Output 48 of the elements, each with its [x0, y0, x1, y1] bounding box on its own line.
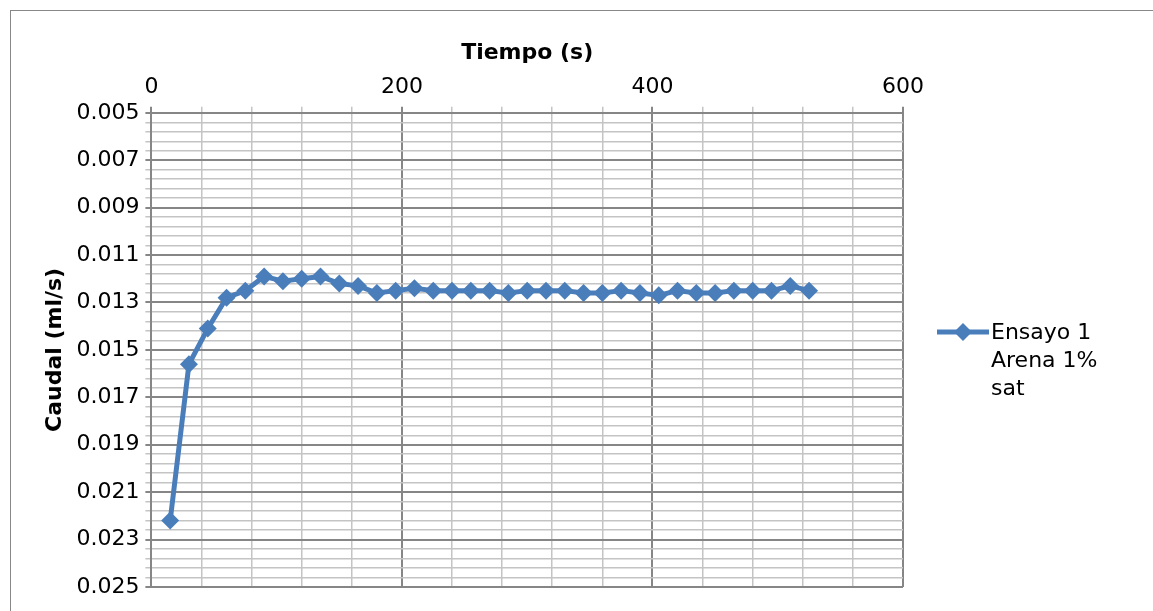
legend-label: Ensayo 1 Arena 1% sat — [991, 318, 1099, 402]
point — [630, 284, 649, 302]
point — [743, 281, 762, 300]
point — [349, 276, 368, 295]
point — [311, 267, 330, 286]
y-tick-label: 0.023 — [76, 525, 140, 551]
point — [724, 281, 743, 300]
y-tick-label: 0.005 — [76, 98, 140, 124]
point — [762, 281, 781, 300]
point — [367, 284, 386, 302]
x-tick-label: 0 — [144, 73, 159, 99]
point — [499, 284, 518, 302]
point — [255, 267, 274, 286]
point — [555, 281, 574, 300]
y-axis-title: Caudal (ml/s) — [40, 267, 66, 432]
y-tick-label: 0.013 — [76, 288, 140, 314]
point — [800, 281, 819, 300]
y-tick-label: 0.007 — [76, 145, 140, 171]
y-tick-label: 0.009 — [76, 193, 140, 219]
point — [198, 319, 217, 338]
y-tick-label: 0.019 — [76, 430, 140, 456]
point — [217, 288, 236, 307]
point — [405, 279, 424, 298]
x-tick-label: 600 — [882, 73, 924, 99]
point — [649, 286, 668, 305]
point — [781, 276, 800, 295]
point — [292, 269, 311, 288]
point — [273, 272, 292, 291]
point — [480, 281, 499, 300]
x-tick-label: 400 — [631, 73, 674, 99]
point — [706, 284, 725, 302]
y-tick-label: 0.021 — [76, 477, 140, 503]
point — [593, 284, 612, 302]
point — [424, 281, 443, 300]
point — [236, 281, 255, 300]
y-tick-label: 0.015 — [76, 335, 140, 361]
point — [612, 281, 631, 300]
point — [574, 284, 593, 302]
y-tick-label: 0.011 — [76, 240, 140, 266]
x-tick-label: 200 — [380, 73, 423, 99]
point — [330, 274, 349, 293]
point — [386, 281, 405, 300]
point — [161, 511, 180, 530]
y-tick-label: 0.025 — [76, 572, 140, 598]
point — [668, 281, 687, 300]
x-axis-title: Tiempo (s) — [461, 38, 594, 64]
point — [179, 355, 198, 374]
y-tick-label: 0.017 — [76, 383, 140, 409]
